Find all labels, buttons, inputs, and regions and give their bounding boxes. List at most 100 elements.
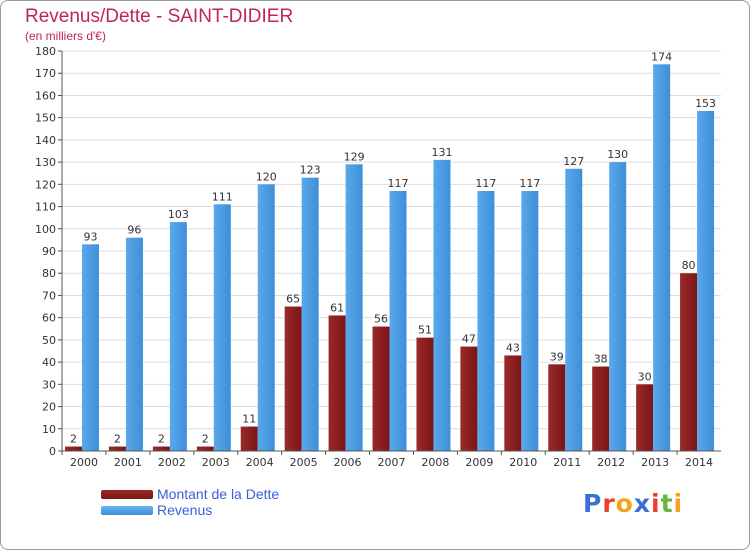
y-tick-label: 150 [35,112,56,125]
y-tick-label: 50 [42,334,56,347]
data-label-revenus: 123 [300,164,321,177]
data-label-revenus: 117 [519,177,540,190]
logo-letter: t [660,489,674,518]
bar-revenus [213,204,231,451]
x-tick-label: 2013 [641,456,669,469]
bar-dette [504,355,522,451]
bar-dette [108,446,126,451]
data-label-revenus: 103 [168,208,189,221]
legend-label-dette: Montant de la Dette [157,486,280,502]
x-tick-label: 2007 [378,456,406,469]
x-tick-label: 2008 [421,456,449,469]
bar-revenus [345,164,363,452]
bar-dette [328,315,346,451]
y-tick-label: 60 [42,312,56,325]
y-tick-label: 90 [42,245,56,258]
proxiti-logo: Proxiti [583,489,683,518]
data-label-revenus: 96 [127,224,141,237]
axes [61,51,721,452]
y-tick-label: 70 [42,289,56,302]
bar-dette [65,446,82,451]
bar-dette [592,366,610,451]
data-label-dette: 56 [374,313,388,326]
y-tick-label: 180 [35,45,56,58]
bars [65,64,715,452]
data-label-dette: 61 [330,301,344,314]
data-label-dette: 2 [114,433,121,446]
data-label-dette: 2 [202,433,209,446]
logo-letter: i [651,489,661,518]
data-label-revenus: 93 [84,230,98,243]
bar-revenus [301,177,319,451]
y-tick-label: 140 [35,134,56,147]
data-label-dette: 2 [70,433,77,446]
x-tick-label: 2006 [334,456,362,469]
data-label-dette: 2 [158,433,165,446]
y-axis-ticks: 0 10 20 30 40 50 60 70 80 90 100 110 120 130 140 150 160… [35,45,62,458]
bar-revenus [477,191,495,451]
data-label-revenus: 174 [651,50,672,63]
logo-letter: P [583,489,603,518]
data-labels: 2932962103211111120651236112956117511314… [70,50,716,445]
legend-label-revenus: Revenus [157,502,213,518]
bar-revenus [697,111,715,451]
data-label-revenus: 117 [475,177,496,190]
x-tick-label: 2001 [114,456,142,469]
x-tick-label: 2005 [290,456,318,469]
data-label-dette: 30 [638,370,652,383]
data-label-dette: 38 [594,353,608,366]
logo-letter: o [615,489,634,518]
bar-dette [416,337,434,451]
bar-dette [196,446,214,451]
y-tick-label: 80 [42,267,56,280]
data-label-dette: 80 [682,259,696,272]
bar-revenus [521,191,539,451]
data-label-revenus: 130 [607,148,628,161]
bar-dette [636,384,654,451]
data-label-dette: 43 [506,341,520,354]
data-label-revenus: 153 [695,97,716,110]
y-tick-label: 30 [42,378,56,391]
bar-revenus [609,162,627,451]
data-label-dette: 39 [550,350,564,363]
bar-dette [548,364,566,451]
bar-revenus [82,244,99,451]
x-axis-ticks: 2000 2001 2002 2003 2004 2005 2006 2007 2008 2009… [61,451,713,469]
legend-swatch-dette [101,490,153,499]
bar-dette [284,306,302,451]
y-tick-label: 160 [35,89,56,102]
y-tick-label: 40 [42,356,56,369]
x-tick-label: 2002 [158,456,186,469]
bar-revenus [653,64,671,452]
chart-title: Revenus/Dette - SAINT-DIDIER [25,6,294,27]
chart-subtitle: (en milliers d'€) [25,29,106,43]
y-tick-label: 170 [35,67,56,80]
bar-revenus [257,184,275,452]
data-label-revenus: 117 [388,177,409,190]
x-tick-label: 2003 [202,456,230,469]
data-label-revenus: 111 [212,190,233,203]
data-label-revenus: 120 [256,170,277,183]
x-tick-label: 2010 [509,456,537,469]
y-tick-label: 0 [49,445,56,458]
data-label-revenus: 127 [563,155,584,168]
y-tick-label: 110 [35,201,56,214]
bar-dette [372,326,390,451]
y-tick-label: 10 [42,423,56,436]
x-tick-label: 2012 [597,456,625,469]
bar-dette [460,346,478,451]
bar-dette [680,273,698,451]
bar-dette [240,426,258,451]
y-tick-label: 120 [35,178,56,191]
legend-swatch-revenus [101,506,153,515]
bar-revenus [169,222,187,451]
bar-revenus [389,191,407,451]
x-tick-label: 2014 [685,456,713,469]
data-label-dette: 65 [286,293,300,306]
logo-letter: r [602,489,616,518]
y-tick-label: 130 [35,156,56,169]
data-label-dette: 47 [462,333,476,346]
bar-dette [152,446,170,451]
